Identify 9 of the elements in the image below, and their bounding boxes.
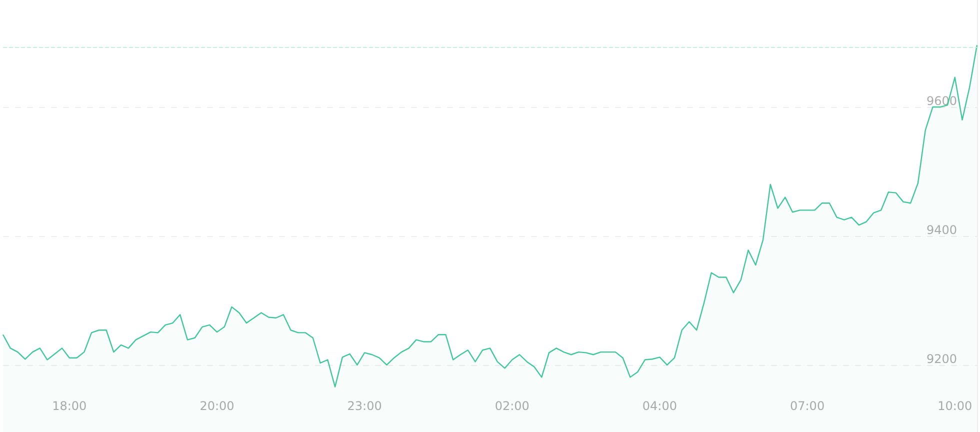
x-tick-label: 02:00 xyxy=(494,399,530,413)
x-tick-label: 04:00 xyxy=(642,399,678,413)
x-tick-label: 10:00 xyxy=(938,399,972,413)
x-tick-label: 23:00 xyxy=(347,399,382,413)
x-tick-label: 07:00 xyxy=(790,399,825,413)
y-tick-label: 9200 xyxy=(926,352,957,366)
y-tick-label: 9400 xyxy=(926,222,957,237)
x-tick-label: 20:00 xyxy=(200,399,234,413)
x-tick-label: 18:00 xyxy=(52,399,87,413)
